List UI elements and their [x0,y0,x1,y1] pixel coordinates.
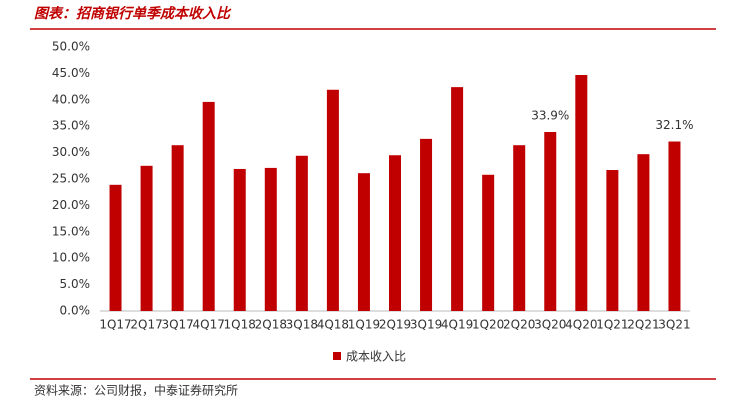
bar [513,145,526,311]
x-tick-label: 2Q21 [627,318,659,332]
x-tick-label: 1Q20 [472,318,504,332]
legend-swatch [333,352,341,360]
x-tick-label: 1Q18 [224,318,256,332]
x-tick-label: 3Q18 [286,318,318,332]
bar [295,155,308,311]
x-tick-label: 1Q21 [596,318,628,332]
y-tick-label: 5.0% [60,277,91,291]
y-tick-label: 20.0% [52,198,90,212]
bar [326,89,339,311]
bar [140,165,153,311]
x-tick-label: 3Q19 [410,318,442,332]
x-tick-label: 4Q18 [317,318,349,332]
y-tick-label: 50.0% [52,40,90,54]
bar [637,154,650,311]
x-tick-label: 4Q17 [193,318,225,332]
bar [233,168,246,311]
bar [389,155,401,311]
x-tick-label: 2Q17 [130,318,162,332]
y-tick-label: 40.0% [52,92,90,106]
bar [606,170,619,311]
x-tick-label: 1Q17 [99,318,131,332]
source-note: 资料来源：公司财报，中泰证券研究所 [34,383,238,398]
bar [544,132,557,311]
x-tick-label: 2Q18 [255,318,287,332]
bar [357,173,370,311]
x-tick-label: 3Q21 [658,318,690,332]
bar [264,167,277,311]
x-tick-label: 3Q17 [161,318,193,332]
data-label: 32.1% [655,118,693,132]
data-label: 33.9% [531,109,569,123]
bar [668,141,681,311]
legend-label: 成本收入比 [346,350,406,364]
chart-title: 图表：招商银行单季成本收入比 [34,5,232,22]
bar [575,74,588,311]
x-tick-label: 2Q20 [503,318,535,332]
y-tick-label: 15.0% [52,224,90,238]
x-tick-label: 3Q20 [534,318,566,332]
x-tick-label: 4Q19 [441,318,473,332]
bar [420,138,433,311]
y-tick-label: 30.0% [52,145,90,159]
x-tick-label: 2Q19 [379,318,411,332]
y-tick-label: 45.0% [52,66,90,80]
y-tick-label: 10.0% [52,251,90,265]
y-tick-label: 0.0% [60,304,91,318]
x-tick-label: 1Q19 [348,318,380,332]
bar [482,174,495,311]
x-tick-label: 4Q20 [565,318,597,332]
bar [109,184,122,311]
y-tick-label: 35.0% [52,119,90,133]
bar [451,87,464,312]
y-tick-label: 25.0% [52,172,90,186]
bar [171,145,184,311]
bar [202,101,215,311]
